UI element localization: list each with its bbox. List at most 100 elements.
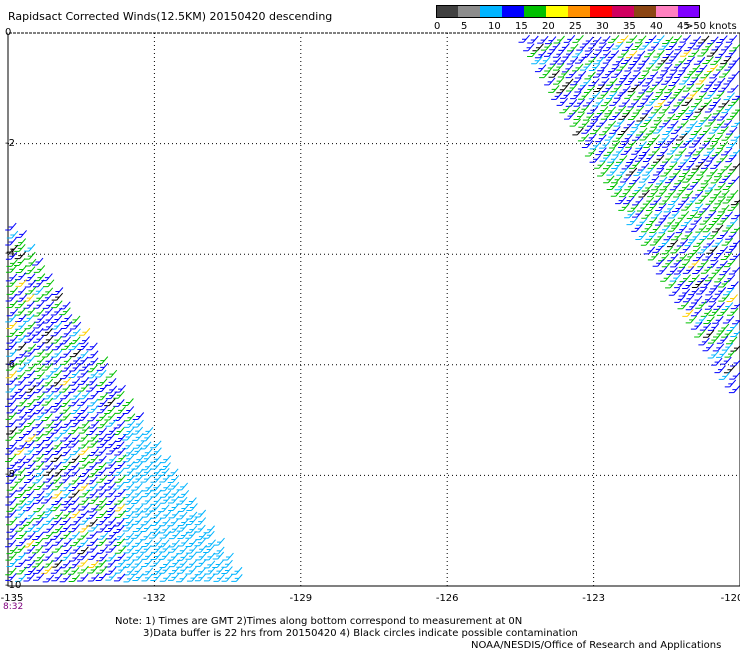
wind-barb <box>77 356 89 365</box>
wind-barb <box>707 350 720 359</box>
wind-barb <box>624 77 636 85</box>
wind-barb <box>105 440 117 449</box>
wind-barb <box>59 574 72 583</box>
wind-barb <box>704 91 716 99</box>
colorbar-label: 15 <box>515 21 528 32</box>
lon-tick-label: -123 <box>582 593 605 604</box>
wind-barb <box>77 406 89 415</box>
wind-barb <box>615 77 627 86</box>
wind-barb <box>616 167 628 176</box>
wind-barb <box>700 161 713 169</box>
wind-barb <box>702 343 714 352</box>
wind-barb <box>33 490 45 499</box>
wind-barb <box>694 210 706 218</box>
wind-barb <box>122 518 134 527</box>
wind-barb <box>674 70 686 78</box>
wind-barb <box>636 217 648 226</box>
wind-barb <box>709 98 721 107</box>
wind-barb <box>619 71 632 80</box>
wind-barb <box>6 259 18 267</box>
colorbar-label: 10 <box>488 21 501 32</box>
wind-barb <box>32 447 44 456</box>
wind-barb <box>59 517 72 525</box>
wind-barb <box>87 413 99 422</box>
wind-barb <box>624 182 636 191</box>
wind-barb <box>686 211 699 219</box>
wind-barb <box>682 309 694 317</box>
wind-barb <box>641 210 653 219</box>
wind-barb <box>194 538 206 547</box>
wind-barb <box>658 225 670 234</box>
wind-barb <box>653 140 666 149</box>
wind-barb <box>95 573 108 582</box>
wind-barb <box>727 189 739 198</box>
wind-barb <box>642 154 655 163</box>
wind-barb <box>714 196 726 205</box>
wind-barb <box>203 530 215 539</box>
wind-barb <box>621 134 633 143</box>
wind-barb <box>6 300 18 309</box>
wind-barb <box>15 566 28 575</box>
wind-barb <box>577 133 590 142</box>
wind-barb <box>722 315 735 324</box>
wind-barb <box>709 84 721 93</box>
wind-barb <box>721 342 734 351</box>
wind-barb <box>105 427 118 435</box>
wind-barb <box>77 539 89 547</box>
wind-barb <box>721 237 734 246</box>
wind-barb <box>195 552 207 561</box>
wind-barb <box>610 84 622 93</box>
wind-barb <box>692 41 705 50</box>
wind-barb <box>597 168 609 177</box>
wind-barb <box>638 71 650 79</box>
wind-barb <box>593 84 605 92</box>
wind-barb <box>32 545 44 554</box>
wind-barb <box>706 141 719 150</box>
wind-barb <box>41 413 53 421</box>
wind-barb <box>177 531 189 540</box>
wind-barb <box>5 251 18 260</box>
wind-barb <box>696 64 708 73</box>
wind-barb <box>705 77 718 86</box>
wind-barb <box>655 203 667 211</box>
colorbar-swatch <box>612 5 634 18</box>
wind-barb <box>540 42 553 51</box>
wind-barb <box>159 510 172 519</box>
wind-barb <box>177 489 190 498</box>
wind-barb <box>581 125 593 134</box>
wind-barb <box>150 489 162 498</box>
wind-barb <box>569 118 581 127</box>
wind-barb <box>652 245 664 253</box>
wind-barb <box>691 295 703 304</box>
wind-barb <box>626 155 638 163</box>
wind-barb <box>15 419 27 428</box>
wind-barb <box>650 196 662 205</box>
wind-barb <box>5 573 17 581</box>
wind-barb <box>23 355 35 364</box>
wind-barb <box>6 230 19 239</box>
wind-barb <box>627 99 639 108</box>
wind-barb <box>712 224 724 233</box>
wind-barb <box>565 70 577 79</box>
wind-barb <box>69 391 82 400</box>
lat-tick-label: -2 <box>5 137 15 149</box>
wind-barb <box>105 468 117 476</box>
wind-barb <box>539 70 551 79</box>
wind-barb <box>77 573 89 582</box>
wind-barb <box>113 390 125 399</box>
wind-barb <box>572 127 584 136</box>
wind-barb <box>706 153 718 162</box>
wind-barb <box>186 503 198 511</box>
wind-barb <box>203 552 216 561</box>
wind-barb <box>5 342 17 350</box>
wind-barb <box>684 238 696 247</box>
wind-barb <box>611 69 623 78</box>
wind-barb <box>32 257 44 266</box>
wind-barb <box>595 134 607 143</box>
wind-barb <box>573 112 585 120</box>
wind-barb <box>725 245 737 253</box>
wind-barb <box>656 70 668 79</box>
wind-barb <box>194 509 207 518</box>
wind-barb <box>697 259 709 268</box>
wind-barb <box>600 111 613 120</box>
